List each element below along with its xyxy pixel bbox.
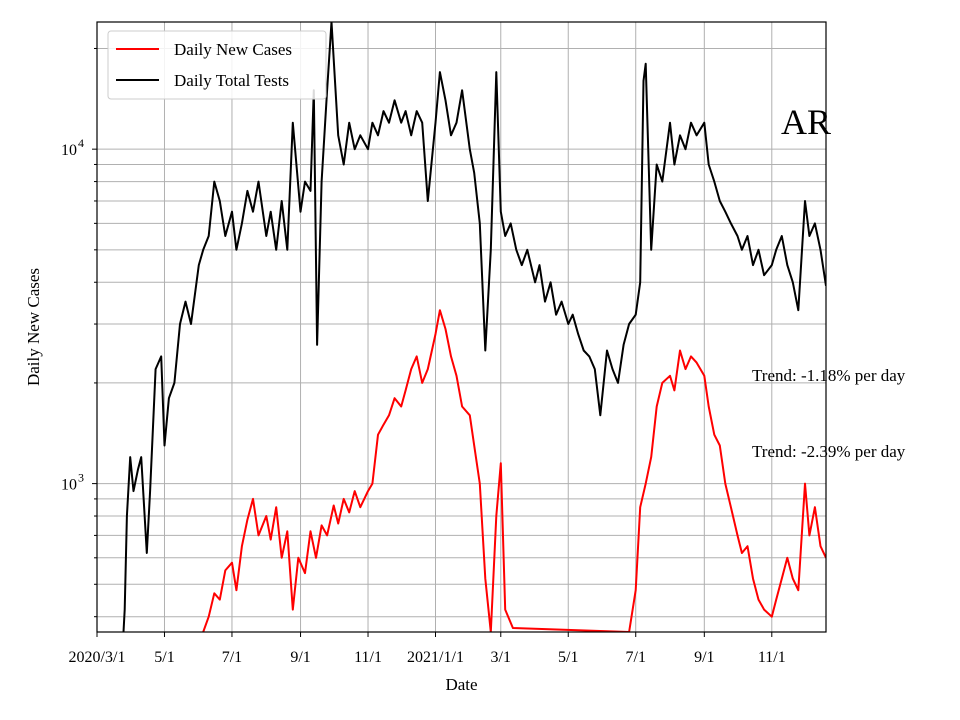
y-tick-label: 10	[61, 142, 77, 159]
legend-entry-cases: Daily New Cases	[174, 40, 292, 59]
x-tick-label: 5/1	[154, 649, 174, 666]
x-tick-label: 11/1	[758, 649, 786, 666]
plot-frame	[96, 21, 827, 633]
y-axis-label: Daily New Cases	[24, 268, 43, 386]
series-layer	[122, 22, 826, 632]
grid	[96, 22, 826, 632]
legend-entry-tests: Daily Total Tests	[174, 71, 289, 90]
x-tick-label: 7/1	[626, 649, 646, 666]
y-tick-exponent: 3	[78, 471, 84, 485]
x-tick-label: 7/1	[222, 649, 242, 666]
x-tick-label: 9/1	[694, 649, 714, 666]
region-annotation: AR	[781, 102, 831, 142]
series-line-tests	[122, 22, 826, 632]
legend-box	[107, 30, 327, 100]
trend-label-tests: Trend: -1.18% per day	[752, 366, 906, 385]
y-tick-exponent: 4	[78, 136, 84, 150]
x-tick-label: 3/1	[491, 649, 511, 666]
x-tick-label: 9/1	[290, 649, 310, 666]
series-line-cases	[202, 309, 826, 632]
y-tick-base: 10	[61, 477, 77, 494]
x-tick-label: 2021/1/1	[407, 649, 464, 666]
x-tick-label: 2020/3/1	[69, 649, 126, 666]
x-tick-label: 5/1	[558, 649, 578, 666]
legend: Daily New Cases Daily Total Tests	[107, 30, 327, 100]
y-tick-label: 10	[61, 477, 77, 494]
y-tick-base: 10	[61, 142, 77, 159]
x-axis-label: Date	[445, 675, 477, 694]
x-tick-label: 11/1	[354, 649, 382, 666]
trend-label-cases: Trend: -2.39% per day	[752, 442, 906, 461]
